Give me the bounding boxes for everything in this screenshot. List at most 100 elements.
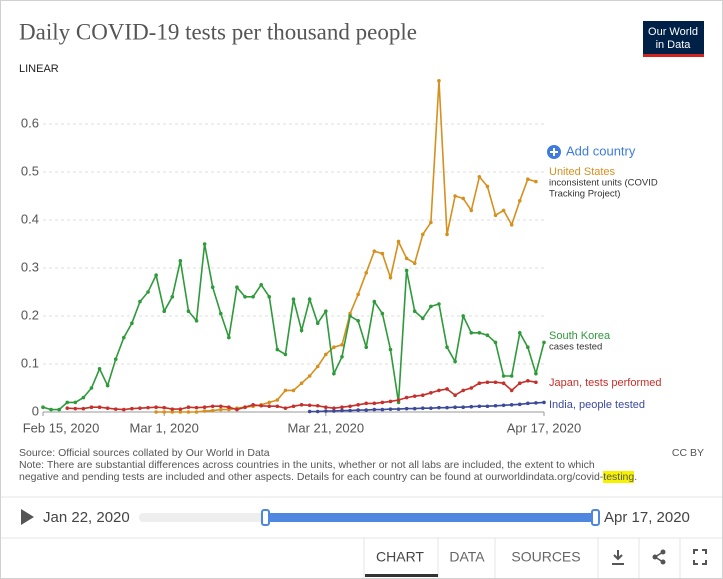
data-point bbox=[445, 387, 449, 391]
data-point bbox=[332, 409, 336, 413]
data-point bbox=[372, 299, 377, 304]
data-point bbox=[275, 398, 280, 402]
data-point bbox=[485, 380, 490, 385]
play-button[interactable] bbox=[21, 509, 34, 525]
data-point bbox=[170, 407, 175, 411]
tab[interactable]: SOURCES bbox=[511, 549, 580, 565]
data-point bbox=[154, 410, 158, 414]
data-point bbox=[534, 371, 538, 376]
data-point bbox=[154, 273, 158, 278]
share-icon[interactable] bbox=[652, 549, 666, 565]
share-lines[interactable] bbox=[653, 551, 664, 563]
data-point bbox=[138, 406, 142, 410]
data-point bbox=[461, 314, 465, 318]
data-point bbox=[218, 404, 223, 409]
data-point bbox=[534, 179, 538, 184]
data-point bbox=[517, 331, 522, 335]
data-point bbox=[307, 409, 312, 414]
data-point bbox=[235, 285, 239, 290]
timeline-handle[interactable] bbox=[591, 509, 600, 526]
series-label: India, people tested bbox=[549, 399, 645, 411]
data-point bbox=[267, 404, 272, 409]
logo-box bbox=[643, 21, 704, 57]
data-point bbox=[542, 400, 546, 405]
data-point bbox=[437, 79, 441, 83]
data-point bbox=[534, 401, 538, 405]
data-point bbox=[202, 242, 207, 246]
data-point bbox=[251, 403, 255, 407]
timeline-range[interactable] bbox=[266, 513, 596, 522]
data-point bbox=[178, 407, 183, 411]
data-point bbox=[49, 407, 53, 412]
data-point bbox=[372, 249, 377, 253]
data-point bbox=[275, 404, 280, 409]
data-point bbox=[485, 404, 490, 409]
data-point bbox=[445, 232, 449, 237]
add-icon-plus[interactable] bbox=[550, 148, 558, 156]
y-tick-label: 0.5 bbox=[21, 163, 39, 178]
data-point bbox=[437, 405, 441, 410]
note-line: Note: There are substantial differences … bbox=[19, 459, 595, 471]
data-point bbox=[122, 407, 126, 412]
data-point bbox=[348, 314, 352, 318]
timeline-handle[interactable] bbox=[261, 509, 270, 526]
logo: Our World in Data bbox=[643, 21, 704, 57]
data-point bbox=[307, 297, 312, 302]
x-tick-label: Mar 1, 2020 bbox=[130, 420, 199, 435]
tab[interactable]: DATA bbox=[449, 549, 485, 565]
data-point bbox=[218, 311, 223, 316]
data-point bbox=[227, 335, 231, 340]
data-point bbox=[65, 400, 70, 405]
data-point bbox=[420, 406, 425, 410]
data-point bbox=[194, 405, 199, 410]
note-line: negative and pending tests are included … bbox=[19, 471, 637, 483]
series-label: United States bbox=[549, 166, 616, 178]
data-point bbox=[364, 345, 369, 350]
data-point bbox=[267, 295, 272, 299]
add-country-button[interactable]: Add country bbox=[547, 143, 636, 159]
data-point bbox=[227, 405, 231, 410]
data-point bbox=[445, 345, 449, 350]
data-point bbox=[41, 405, 45, 410]
y-tick-label: 0.6 bbox=[21, 115, 39, 130]
data-point bbox=[501, 208, 506, 213]
data-point bbox=[348, 408, 352, 413]
data-point bbox=[194, 319, 199, 323]
data-point bbox=[501, 374, 506, 378]
data-point bbox=[105, 406, 110, 410]
data-point bbox=[186, 309, 191, 314]
y-tick-label: 0 bbox=[32, 403, 39, 418]
data-point bbox=[404, 406, 409, 411]
add-country-label[interactable]: Add country bbox=[566, 143, 636, 158]
y-tick-label: 0.1 bbox=[21, 355, 39, 370]
tab[interactable]: CHART bbox=[376, 549, 424, 565]
data-point bbox=[340, 408, 344, 413]
data-point bbox=[493, 380, 498, 385]
series-note: inconsistent units (COVID bbox=[549, 178, 658, 189]
data-point bbox=[404, 395, 409, 400]
data-point bbox=[461, 388, 465, 393]
data-point bbox=[364, 271, 369, 275]
data-point bbox=[154, 405, 158, 410]
logo-text: in Data bbox=[656, 39, 692, 51]
data-point bbox=[509, 223, 514, 227]
download-icon[interactable] bbox=[612, 550, 624, 565]
license[interactable]: CC BY bbox=[671, 447, 704, 459]
data-point bbox=[412, 394, 417, 398]
data-point bbox=[259, 283, 263, 287]
data-point bbox=[453, 393, 457, 398]
data-point bbox=[243, 295, 247, 299]
data-point bbox=[307, 374, 312, 378]
series-line bbox=[42, 243, 545, 411]
data-point bbox=[526, 379, 530, 383]
data-point bbox=[485, 184, 490, 189]
data-point bbox=[202, 409, 207, 413]
scale-toggle[interactable]: LINEAR bbox=[19, 63, 59, 75]
data-point bbox=[542, 340, 546, 345]
data-point bbox=[380, 251, 385, 256]
data-point bbox=[461, 196, 465, 201]
data-point bbox=[420, 316, 425, 321]
data-point bbox=[429, 406, 433, 410]
logo-bar bbox=[643, 54, 704, 57]
fullscreen-icon[interactable] bbox=[693, 549, 707, 565]
